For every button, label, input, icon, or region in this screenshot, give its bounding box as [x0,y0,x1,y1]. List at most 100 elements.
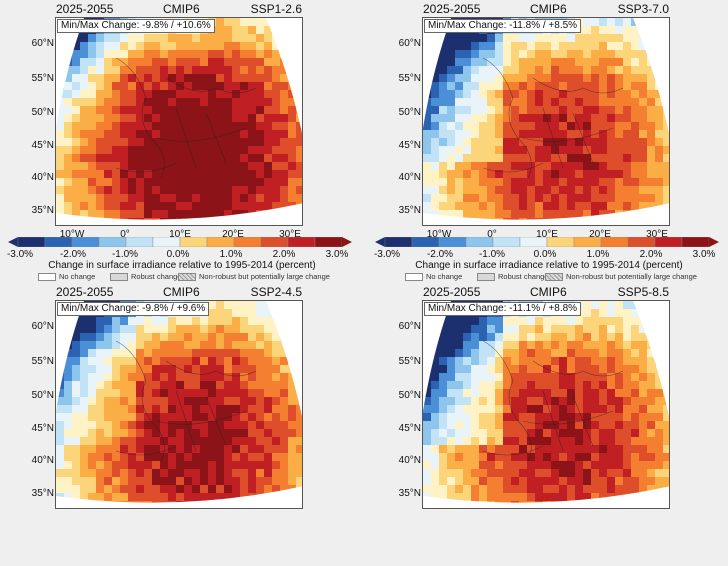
colorbar-bin [492,237,521,247]
colorbar-bin [600,237,629,247]
longitude-label: 20°E [222,229,244,240]
map-field [423,301,669,503]
longitude-label: 10°W [59,229,85,240]
legend-robust-change: Robust change [110,272,181,281]
latitude-label: 55°N [398,73,421,84]
colorbar-bin [546,237,575,247]
latitude-label: 40°N [398,455,421,466]
longitude-label: 30°E [646,229,668,240]
legend-robust-change: Robust change [477,272,548,281]
colorbar-tick: -1.0% [478,249,506,260]
latitude-label: 35°N [31,205,54,216]
latitude-label: 45°N [398,140,421,151]
colorbar-bin [627,237,656,247]
irradiance-change-map: Min/Max Change: -11.8% / +8.5% [422,17,670,226]
colorbar-bin [519,237,548,247]
legend-non-robust: Non-robust but potentially large change [178,272,330,281]
colorbar-tick: 0.0% [533,249,557,260]
scenario-label: SSP5-8.5 [617,285,669,299]
legend-non-robust: Non-robust but potentially large change [545,272,697,281]
colorbar-tick: 1.0% [586,249,610,260]
irradiance-change-map: Min/Max Change: -11.1% / +8.8% [422,300,670,509]
map-panel: 2025-2055 CMIP6 SSP1-2.6 Min/Max Change:… [0,0,364,283]
model-label: CMIP6 [530,2,567,16]
map-panel: 2025-2055 CMIP6 SSP3-7.0 Min/Max Change:… [367,0,728,283]
colorbar-tick: 3.0% [325,249,349,260]
scenario-label: SSP1-2.6 [250,2,302,16]
colorbar-tick: 3.0% [692,249,716,260]
legend-no-change: No change [38,272,95,281]
colorbar-bin [411,237,440,247]
period-label: 2025-2055 [423,2,481,16]
colorbar-bin [260,237,289,247]
longitude-label: 30°E [279,229,301,240]
period-label: 2025-2055 [56,285,114,299]
longitude-label: 0° [120,229,130,240]
colorbar-bin [438,237,467,247]
latitude-label: 35°N [398,488,421,499]
country-borders [482,57,624,179]
latitude-label: 40°N [398,172,421,183]
colorbar-bin [384,237,413,247]
colorbar-bin [125,237,154,247]
colorbar-tick: 0.0% [166,249,190,260]
colorbar-bin [179,237,208,247]
colorbar [8,237,352,247]
latitude-label: 60°N [31,321,54,332]
colorbar-bin [287,237,316,247]
colorbar-tick: 2.0% [272,249,296,260]
colorbar-tick: -2.0% [426,249,454,260]
colorbar-tick: -3.0% [6,249,34,260]
map-panel: 2025-2055 CMIP6 SSP5-8.5 Min/Max Change:… [367,283,728,566]
min-max-change-label: Min/Max Change: -9.8% / +10.6% [57,19,215,33]
model-label: CMIP6 [163,2,200,16]
country-borders [115,57,257,179]
scenario-label: SSP2-4.5 [250,285,302,299]
legend-no-change: No change [405,272,462,281]
scenario-label: SSP3-7.0 [617,2,669,16]
colorbar [375,237,719,247]
latitude-label: 60°N [31,38,54,49]
colorbar-bin [98,237,127,247]
longitude-label: 10°E [536,229,558,240]
colorbar-caption: Change in surface irradiance relative to… [415,260,683,271]
latitude-label: 40°N [31,172,54,183]
period-label: 2025-2055 [56,2,114,16]
colorbar-bin [152,237,181,247]
map-panel: 2025-2055 CMIP6 SSP2-4.5 Min/Max Change:… [0,283,364,566]
latitude-label: 45°N [398,423,421,434]
latitude-label: 50°N [398,390,421,401]
model-label: CMIP6 [530,285,567,299]
colorbar-bin [681,237,710,247]
colorbar-bin [233,237,262,247]
colorbar-bin [654,237,683,247]
colorbar-tick: 2.0% [639,249,663,260]
latitude-label: 60°N [398,321,421,332]
min-max-change-label: Min/Max Change: -9.8% / +9.6% [57,302,210,316]
latitude-label: 50°N [31,107,54,118]
colorbar-tick: -3.0% [373,249,401,260]
colorbar-bin [314,237,343,247]
latitude-label: 50°N [398,107,421,118]
longitude-label: 20°E [589,229,611,240]
latitude-label: 35°N [31,488,54,499]
colorbar-bin [465,237,494,247]
min-max-change-label: Min/Max Change: -11.8% / +8.5% [424,19,582,33]
irradiance-change-map: Min/Max Change: -9.8% / +10.6% [55,17,303,226]
colorbar-tick: 1.0% [219,249,243,260]
min-max-change-label: Min/Max Change: -11.1% / +8.8% [424,302,582,316]
latitude-label: 50°N [31,390,54,401]
latitude-label: 45°N [31,423,54,434]
colorbar-bin [44,237,73,247]
longitude-label: 10°W [426,229,452,240]
irradiance-change-map: Min/Max Change: -9.8% / +9.6% [55,300,303,509]
longitude-label: 10°E [169,229,191,240]
latitude-label: 40°N [31,455,54,466]
colorbar-bin [206,237,235,247]
longitude-label: 0° [487,229,497,240]
colorbar-caption: Change in surface irradiance relative to… [48,260,316,271]
latitude-label: 35°N [398,205,421,216]
period-label: 2025-2055 [423,285,481,299]
latitude-label: 45°N [31,140,54,151]
model-label: CMIP6 [163,285,200,299]
